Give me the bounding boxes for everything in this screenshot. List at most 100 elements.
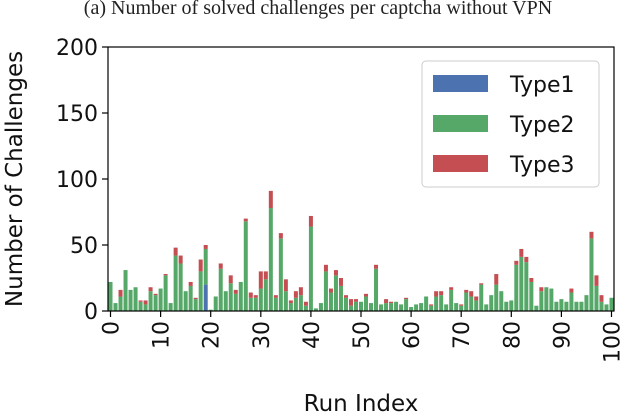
bar-type2-run-62 [419, 303, 424, 311]
bar-type2-run-68 [449, 289, 454, 311]
bar-type2-run-71 [464, 292, 469, 311]
bar-type3-run-83 [524, 256, 529, 263]
bar-type2-run-20 [208, 309, 213, 311]
bar-type3-run-97 [594, 275, 599, 286]
bar-type1-run-19 [203, 284, 208, 311]
bar-type2-run-35 [283, 291, 288, 311]
bar-type2-run-78 [499, 291, 504, 311]
bar-type2-run-52 [369, 303, 374, 311]
bar-type2-run-44 [328, 292, 333, 311]
y-tick-label: 200 [56, 36, 98, 61]
bar-type3-run-86 [539, 287, 544, 292]
bar-type2-run-21 [213, 296, 218, 311]
bar-type2-run-1 [113, 303, 118, 311]
legend-swatch-type2 [433, 115, 488, 132]
bar-type2-run-85 [534, 305, 539, 311]
bar-type2-run-74 [479, 284, 484, 311]
x-tick-label: 60 [400, 321, 425, 349]
bar-type3-run-7 [143, 300, 148, 305]
bar-type3-run-73 [474, 296, 479, 301]
bar-type2-run-65 [434, 296, 439, 311]
bar-type2-run-79 [504, 301, 509, 311]
bar-type2-run-4 [128, 289, 133, 311]
y-tick-label: 50 [70, 234, 98, 259]
bar-type3-run-34 [278, 233, 283, 239]
bar-type2-run-43 [323, 271, 328, 311]
bar-type2-run-98 [599, 301, 604, 311]
x-tick-label: 90 [550, 321, 575, 349]
bar-type2-run-75 [484, 304, 489, 311]
bar-type2-run-41 [313, 308, 318, 311]
bar-type3-run-81 [514, 260, 519, 265]
bar-type3-run-38 [298, 287, 303, 296]
bar-type2-run-6 [138, 301, 143, 311]
bar-type2-run-57 [394, 301, 399, 311]
bar-type2-run-97 [594, 285, 599, 311]
bar-type2-run-54 [379, 304, 384, 311]
bar-type3-run-30 [258, 271, 263, 289]
bar-type3-run-98 [599, 295, 604, 302]
bar-type3-run-29 [253, 295, 258, 298]
bar-type3-run-92 [569, 288, 574, 293]
bar-type2-run-14 [178, 263, 183, 311]
y-tick-label: 150 [56, 102, 98, 127]
y-axis: 0 50 100 150 200 [56, 36, 108, 325]
x-tick-label: 100 [601, 321, 626, 363]
bar-type3-run-84 [529, 278, 534, 282]
bar-type2-run-83 [524, 262, 529, 311]
bar-type2-run-13 [173, 255, 178, 311]
bar-type2-run-100 [609, 297, 614, 311]
legend: Type1 Type2 Type3 [421, 60, 600, 188]
bar-type2-run-61 [414, 304, 419, 311]
bar-type2-run-2 [118, 296, 123, 311]
bar-type2-run-73 [474, 300, 479, 311]
bar-type2-run-90 [559, 299, 564, 311]
bar-type2-run-34 [278, 238, 283, 311]
bar-type3-run-71 [464, 289, 469, 293]
bar-type2-run-63 [424, 296, 429, 311]
bar-type2-run-87 [544, 287, 549, 311]
bar-type3-run-28 [248, 292, 253, 298]
bars [108, 190, 614, 311]
bar-type2-run-19 [203, 248, 208, 285]
bar-type3-run-43 [323, 264, 328, 272]
bar-type2-run-49 [353, 301, 358, 311]
bar-type2-run-48 [348, 305, 353, 311]
bar-type2-run-91 [564, 301, 569, 311]
bar-type2-run-25 [233, 293, 238, 311]
bar-type3-run-6 [138, 300, 143, 302]
bar-type3-run-59 [404, 297, 409, 300]
x-tick-label: 80 [500, 321, 525, 349]
bar-type3-run-33 [273, 295, 278, 298]
bar-type2-run-59 [404, 299, 409, 311]
x-tick-label: 70 [450, 321, 475, 349]
bar-type3-run-19 [203, 245, 208, 249]
bar-type3-run-56 [389, 301, 394, 304]
bar-type3-run-8 [148, 287, 153, 292]
bar-type2-run-94 [579, 301, 584, 311]
bar-type2-run-18 [198, 271, 203, 311]
x-tick-label: 0 [100, 321, 125, 335]
bar-type3-run-40 [308, 215, 313, 227]
bar-type2-run-40 [308, 226, 313, 311]
bar-type3-run-25 [233, 289, 238, 294]
bar-type2-run-76 [489, 295, 494, 311]
legend-swatch-type1 [433, 75, 488, 92]
bar-type2-run-64 [429, 305, 434, 311]
bar-type3-run-18 [198, 259, 203, 272]
bar-type2-run-32 [268, 208, 273, 311]
bar-type3-run-17 [193, 297, 198, 300]
bar-type3-run-48 [348, 299, 353, 306]
bar-type3-run-70 [459, 304, 464, 306]
bar-type2-run-39 [303, 305, 308, 311]
x-tick-label: 30 [250, 321, 275, 349]
bar-type3-run-14 [178, 255, 183, 264]
bar-type2-run-8 [148, 291, 153, 311]
bar-type2-run-12 [168, 303, 173, 311]
bar-type2-run-56 [389, 303, 394, 311]
bar-type3-run-64 [429, 304, 434, 306]
bar-type3-run-22 [218, 263, 223, 269]
bar-type3-run-32 [268, 190, 273, 209]
bar-type2-run-82 [519, 256, 524, 311]
